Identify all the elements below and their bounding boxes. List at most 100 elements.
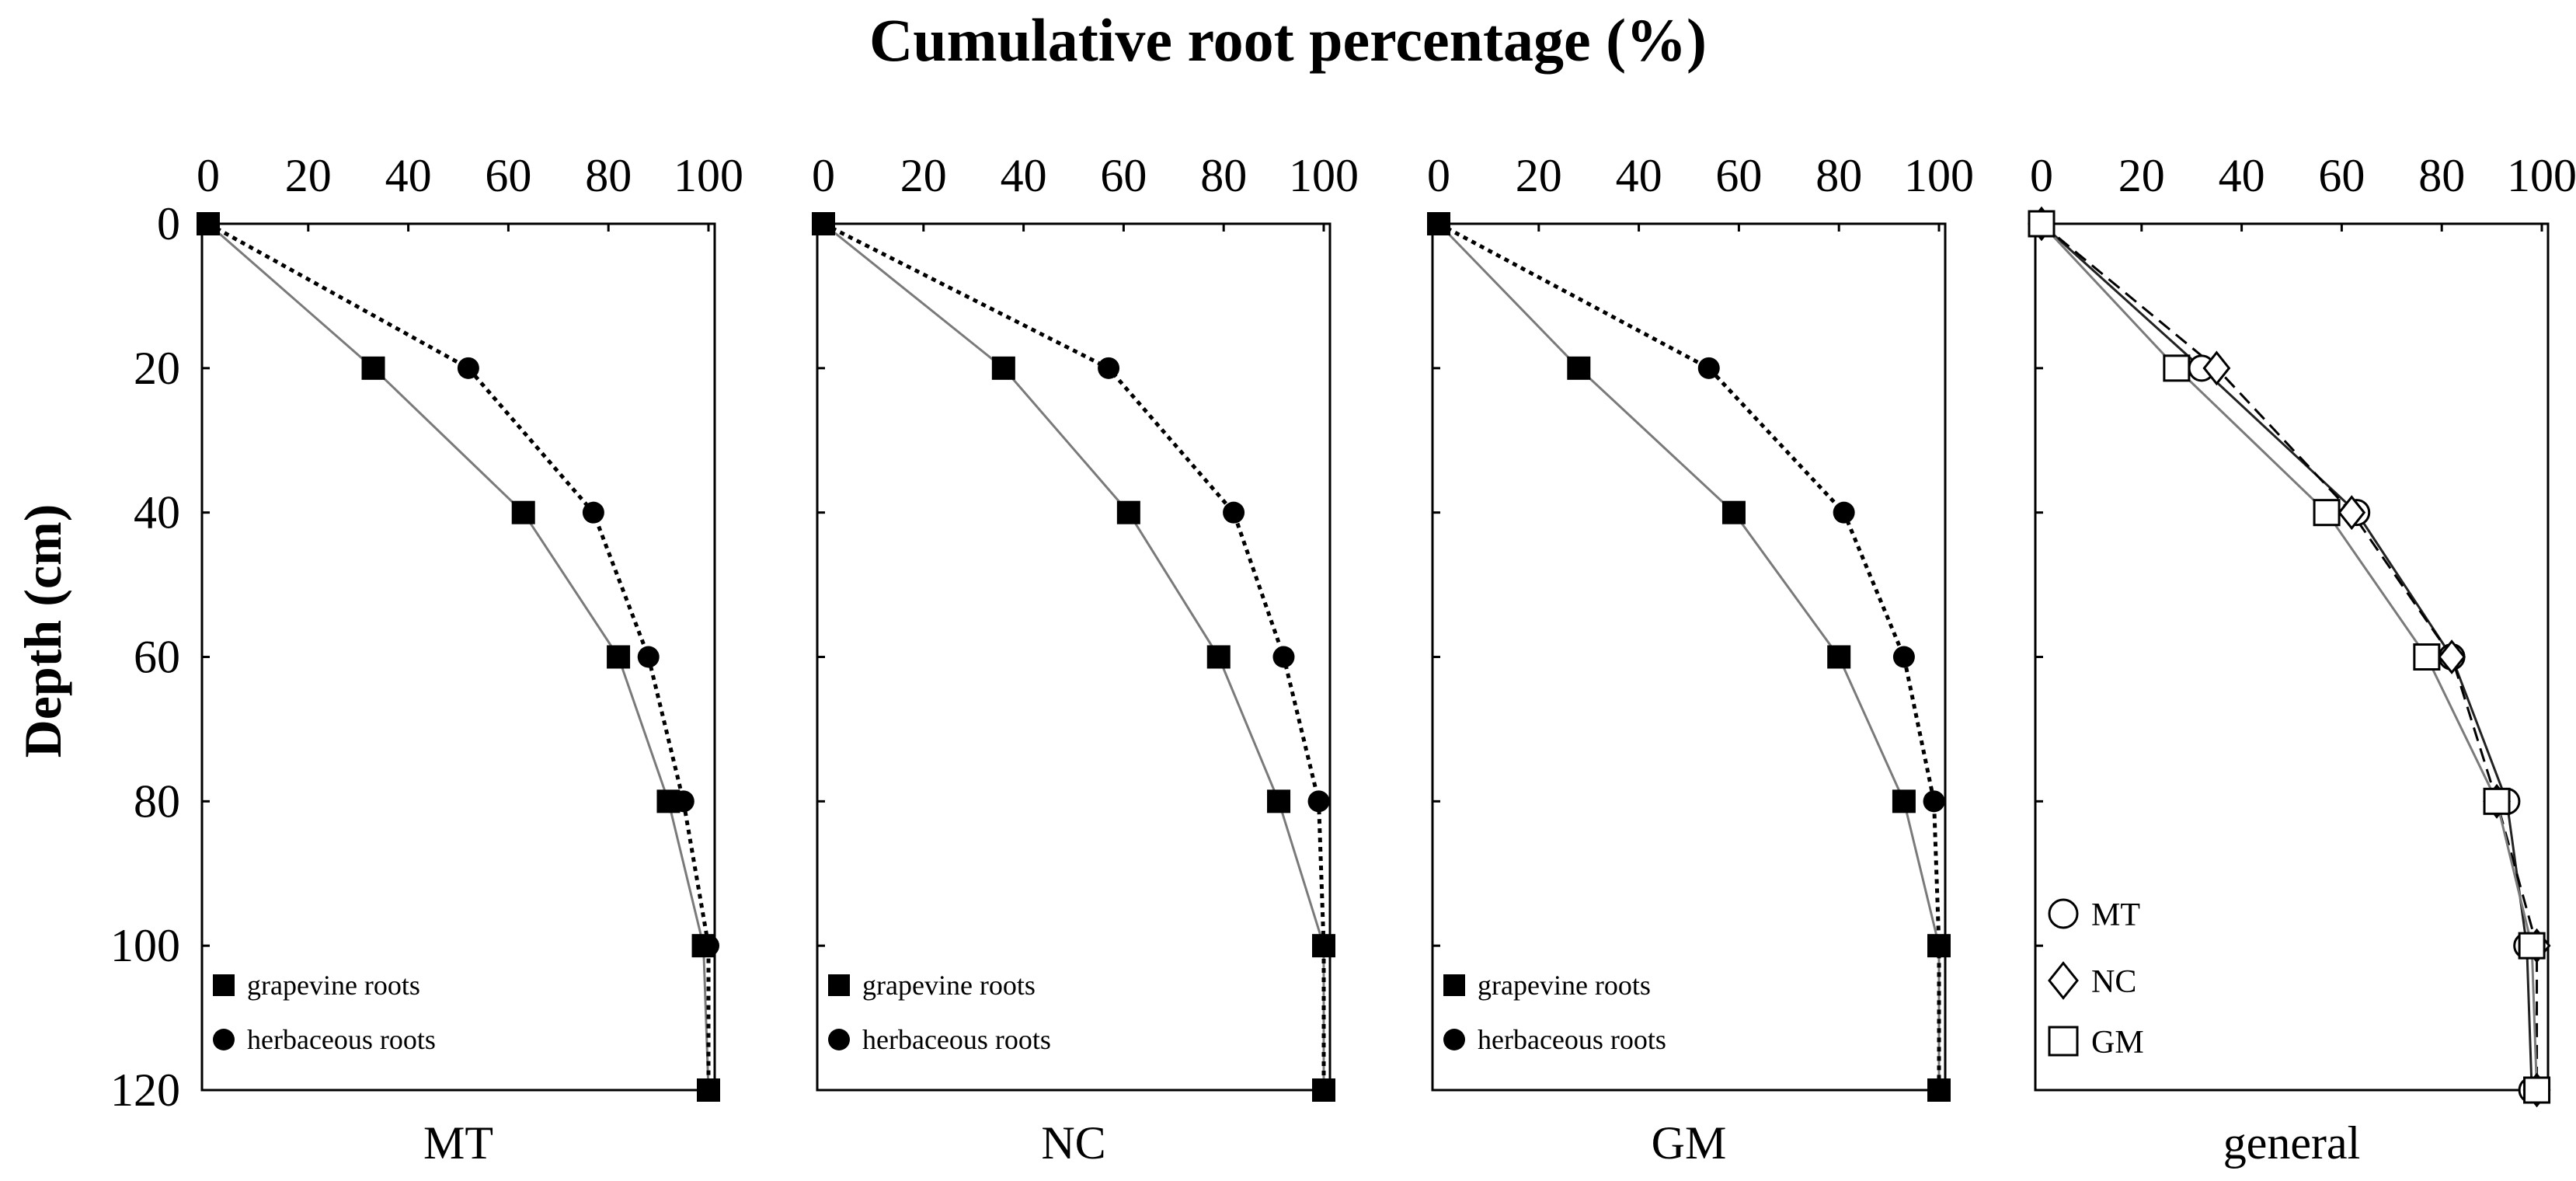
data-point-herbaceous-roots: [698, 1079, 719, 1101]
data-point-gm: [2518, 932, 2546, 960]
legend-marker: [828, 1029, 850, 1050]
data-point-gm: [2163, 354, 2191, 382]
x-tick-label: 20: [900, 150, 947, 201]
data-point-herbaceous-roots: [457, 357, 479, 379]
data-point-herbaceous-roots: [1272, 646, 1295, 668]
data-point-gm: [2413, 643, 2441, 671]
x-tick-label: 80: [2418, 150, 2465, 201]
x-tick-label: 20: [2118, 150, 2165, 201]
legend: grapevine roots herbaceous roots: [213, 970, 436, 1055]
data-point-herbaceous-roots: [1313, 1079, 1335, 1101]
y-tick-label: 0: [157, 198, 180, 249]
y-tick-label: 40: [134, 487, 180, 538]
panel-label: NC: [1041, 1117, 1105, 1169]
plot-frame: [816, 222, 1332, 1092]
x-tick-label: 100: [1289, 150, 1359, 201]
legend-marker: [1443, 974, 1465, 996]
x-tick-label: 20: [285, 150, 332, 201]
legend-label: grapevine roots: [862, 970, 1036, 1001]
data-point-gm: [2483, 787, 2511, 815]
legend-marker: [2048, 1026, 2079, 1057]
data-point-herbaceous-roots: [637, 646, 660, 668]
panel-gm: 0 20 40 60 80 100 GM grapevine roots herbaceous …: [1427, 150, 1974, 1169]
legend-marker: [828, 974, 850, 996]
legend-label: herbaceous roots: [1478, 1024, 1666, 1055]
x-tick-label: 80: [1815, 150, 1862, 201]
data-point-nc: [2338, 495, 2366, 531]
y-axis-label: Depth (cm): [13, 504, 72, 758]
data-point-grapevine-roots: [1892, 789, 1916, 813]
data-point-herbaceous-roots: [582, 501, 604, 524]
x-tick-label: 100: [2507, 150, 2576, 201]
data-point-herbaceous-roots: [672, 790, 694, 813]
data-point-gm: [2523, 1076, 2551, 1104]
y-tick-label: 120: [110, 1064, 180, 1116]
data-point-grapevine-roots: [991, 356, 1015, 380]
data-point-herbaceous-roots: [1313, 935, 1335, 957]
data-point-gm: [2028, 210, 2056, 238]
series-line-grapevine-roots: [207, 222, 710, 1091]
data-point-herbaceous-roots: [197, 213, 219, 235]
panel-label: general: [2223, 1117, 2361, 1169]
data-point-grapevine-roots: [361, 356, 385, 380]
x-tick-label: 0: [1427, 150, 1450, 201]
data-point-grapevine-roots: [1267, 789, 1291, 813]
x-tick-label: 40: [2219, 150, 2265, 201]
series-line-herbaceous-roots: [1437, 221, 1941, 1090]
plot-frame: [1431, 222, 1947, 1092]
x-tick-label: 100: [674, 150, 743, 201]
panel-label: GM: [1652, 1117, 1727, 1169]
data-point-herbaceous-roots: [1928, 1079, 1950, 1101]
data-point-nc: [2202, 350, 2231, 386]
x-tick-label: 60: [485, 150, 531, 201]
data-point-grapevine-roots: [1116, 500, 1140, 524]
data-point-herbaceous-roots: [1697, 357, 1720, 379]
x-tick-label: 20: [1516, 150, 1562, 201]
legend-marker: [2048, 898, 2079, 929]
legend: grapevine roots herbaceous roots: [828, 970, 1051, 1055]
y-tick-label: 60: [134, 632, 180, 683]
legend-label: GM: [2091, 1025, 2144, 1061]
data-point-herbaceous-roots: [1098, 357, 1120, 379]
y-tick-label: 20: [134, 343, 180, 394]
panel-nc: 0 20 40 60 80 100 NC grapevine roots herbaceous …: [812, 150, 1359, 1169]
legend: MT NC GM: [2048, 897, 2144, 1061]
data-point-herbaceous-roots: [1428, 213, 1450, 235]
data-point-grapevine-roots: [1567, 356, 1591, 380]
data-point-herbaceous-roots: [1892, 646, 1915, 668]
legend-label: grapevine roots: [1478, 970, 1651, 1001]
data-point-grapevine-roots: [1206, 645, 1231, 669]
data-point-grapevine-roots: [607, 645, 631, 669]
data-point-herbaceous-roots: [1928, 935, 1950, 957]
legend-label: NC: [2091, 964, 2136, 1000]
series-line-herbaceous-roots: [207, 221, 711, 1090]
x-tick-label: 100: [1904, 150, 1974, 201]
x-tick-label: 0: [197, 150, 220, 201]
data-point-herbaceous-roots: [1307, 790, 1330, 813]
y-tick-label: 100: [110, 920, 180, 971]
x-tick-label: 80: [1200, 150, 1247, 201]
data-point-grapevine-roots: [1827, 645, 1851, 669]
x-tick-label: 0: [2030, 150, 2053, 201]
x-tick-label: 40: [385, 150, 432, 201]
legend-label: herbaceous roots: [247, 1024, 436, 1055]
data-point-herbaceous-roots: [698, 935, 719, 957]
data-point-gm: [2313, 499, 2341, 527]
x-tick-label: 60: [1100, 150, 1147, 201]
y-tick-label: 80: [134, 775, 180, 827]
plot-frame: [2034, 222, 2550, 1092]
x-tick-label: 80: [585, 150, 632, 201]
legend-label: MT: [2091, 897, 2140, 933]
legend-marker: [213, 974, 235, 996]
x-tick-label: 40: [1616, 150, 1662, 201]
data-point-herbaceous-roots: [1923, 790, 1945, 813]
series-line-grapevine-roots: [823, 222, 1325, 1090]
panel-mt: 0 20 40 60 80 100 0 20 40 60 80 100 120 MT grapevine r…: [110, 150, 743, 1169]
legend-marker: [213, 1029, 235, 1050]
chart-title: Cumulative root percentage (%): [869, 6, 1707, 74]
x-tick-label: 60: [1715, 150, 1762, 201]
x-tick-label: 60: [2318, 150, 2365, 201]
panel-general: 0 20 40 60 80 100 general MT NC GM: [2028, 150, 2576, 1169]
data-point-nc: [2438, 639, 2466, 674]
